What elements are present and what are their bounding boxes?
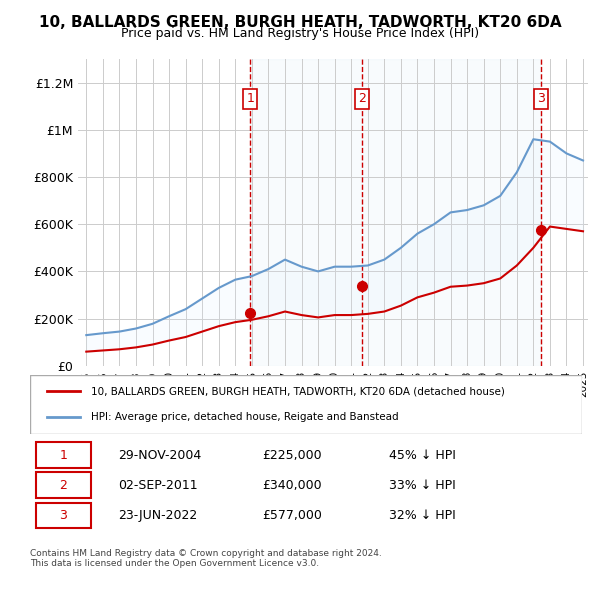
- Text: 10, BALLARDS GREEN, BURGH HEATH, TADWORTH, KT20 6DA: 10, BALLARDS GREEN, BURGH HEATH, TADWORT…: [38, 15, 562, 30]
- Text: 33% ↓ HPI: 33% ↓ HPI: [389, 478, 455, 492]
- Text: HPI: Average price, detached house, Reigate and Banstead: HPI: Average price, detached house, Reig…: [91, 412, 398, 422]
- Text: 02-SEP-2011: 02-SEP-2011: [118, 478, 198, 492]
- Text: £225,000: £225,000: [262, 448, 322, 461]
- FancyBboxPatch shape: [35, 503, 91, 528]
- Text: £577,000: £577,000: [262, 509, 322, 522]
- Text: 2: 2: [59, 478, 67, 492]
- Text: 1: 1: [59, 448, 67, 461]
- Text: 3: 3: [537, 93, 545, 106]
- Text: 32% ↓ HPI: 32% ↓ HPI: [389, 509, 455, 522]
- Text: 1: 1: [247, 93, 254, 106]
- Text: Contains HM Land Registry data © Crown copyright and database right 2024.
This d: Contains HM Land Registry data © Crown c…: [30, 549, 382, 568]
- Text: 23-JUN-2022: 23-JUN-2022: [118, 509, 197, 522]
- FancyBboxPatch shape: [30, 375, 582, 434]
- Bar: [250, 59, 541, 366]
- Text: 3: 3: [59, 509, 67, 522]
- FancyBboxPatch shape: [35, 442, 91, 468]
- Text: 2: 2: [358, 93, 366, 106]
- FancyBboxPatch shape: [35, 473, 91, 498]
- Text: £340,000: £340,000: [262, 478, 322, 492]
- Text: 10, BALLARDS GREEN, BURGH HEATH, TADWORTH, KT20 6DA (detached house): 10, BALLARDS GREEN, BURGH HEATH, TADWORT…: [91, 386, 505, 396]
- Text: 45% ↓ HPI: 45% ↓ HPI: [389, 448, 455, 461]
- Text: 29-NOV-2004: 29-NOV-2004: [118, 448, 202, 461]
- Text: Price paid vs. HM Land Registry's House Price Index (HPI): Price paid vs. HM Land Registry's House …: [121, 27, 479, 40]
